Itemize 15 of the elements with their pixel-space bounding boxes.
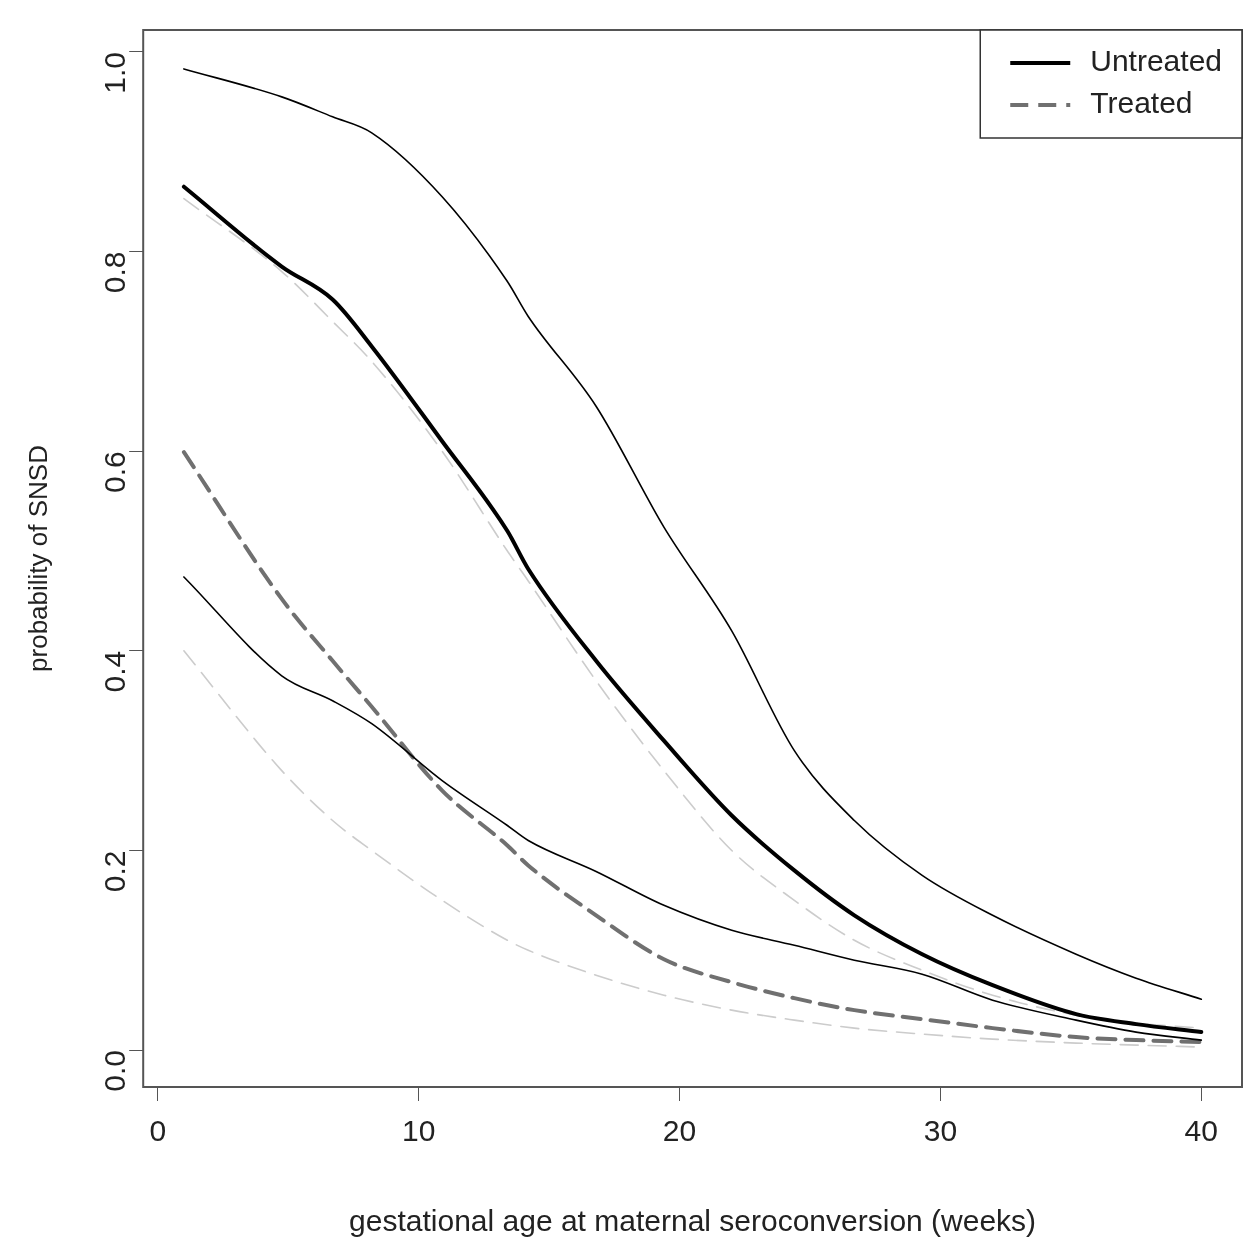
y-tick-label: 0.4 bbox=[98, 650, 132, 693]
y-tick-label: 0.0 bbox=[98, 1050, 132, 1092]
y-tick-label: 0.8 bbox=[98, 251, 132, 294]
y-tick-label: 0.2 bbox=[98, 850, 132, 893]
legend-label: Treated bbox=[1090, 86, 1193, 120]
x-tick-label: 40 bbox=[1184, 1114, 1218, 1148]
x-tick-label: 20 bbox=[662, 1114, 697, 1148]
x-tick-label: 10 bbox=[402, 1114, 436, 1148]
x-tick-label: 0 bbox=[149, 1114, 167, 1148]
y-axis-title: probability of SNSD bbox=[22, 445, 53, 672]
x-axis-title: gestational age at maternal seroconversion (weeks) bbox=[349, 1204, 1037, 1238]
y-tick-label: 1.0 bbox=[98, 51, 132, 94]
legend-label: Untreated bbox=[1090, 44, 1222, 78]
x-tick-label: 30 bbox=[923, 1114, 958, 1148]
y-tick-label: 0.6 bbox=[98, 451, 132, 493]
